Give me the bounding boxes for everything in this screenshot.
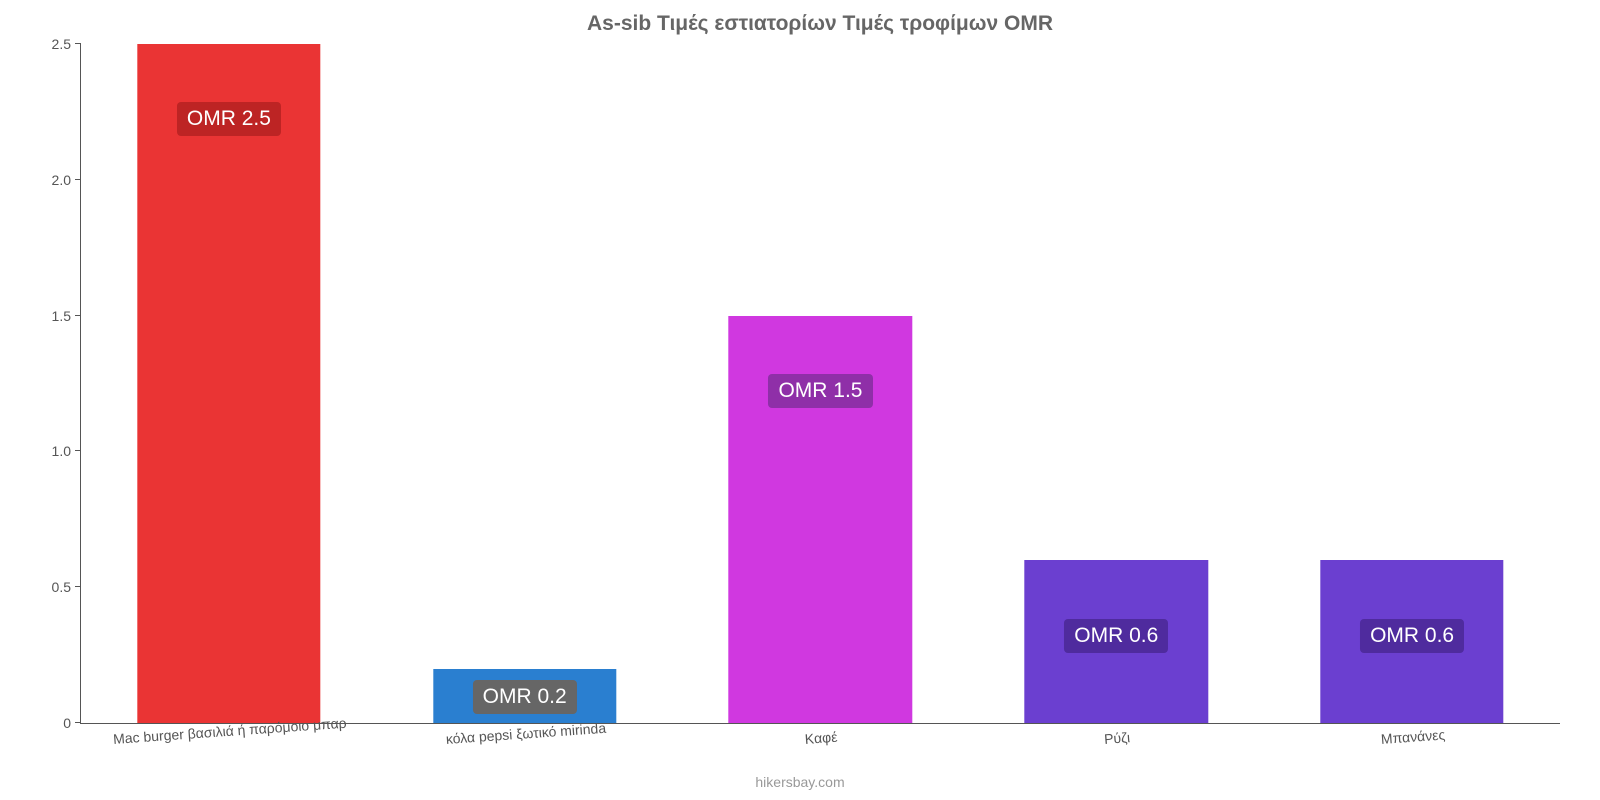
- value-badge: OMR 0.2: [473, 680, 577, 714]
- attribution-text: hikersbay.com: [0, 774, 1600, 790]
- y-tick-label: 0: [63, 715, 81, 731]
- bars-container: OMR 2.5Mac burger βασιλιά ή παρόμοιο μπα…: [81, 44, 1560, 723]
- plot-area: OMR 2.5Mac burger βασιλιά ή παρόμοιο μπα…: [80, 44, 1560, 724]
- price-bar-chart: As-sib Τιμές εστιατορίων Τιμές τροφίμων …: [0, 0, 1600, 800]
- x-axis-label: Καφέ: [804, 721, 838, 747]
- bar-slot: OMR 0.6Ρύζι: [968, 44, 1264, 723]
- value-badge: OMR 2.5: [177, 102, 281, 136]
- chart-title: As-sib Τιμές εστιατορίων Τιμές τροφίμων …: [80, 12, 1560, 36]
- bar: [137, 44, 320, 723]
- y-tick-label: 2.0: [52, 172, 81, 188]
- bar-slot: OMR 0.6Μπανάνες: [1264, 44, 1560, 723]
- y-tick-label: 0.5: [52, 579, 81, 595]
- y-tick-label: 1.0: [52, 443, 81, 459]
- bar-slot: OMR 1.5Καφέ: [673, 44, 969, 723]
- y-tick-label: 1.5: [52, 308, 81, 324]
- value-badge: OMR 0.6: [1360, 619, 1464, 653]
- value-badge: OMR 0.6: [1064, 619, 1168, 653]
- x-axis-label: Ρύζι: [1103, 721, 1131, 747]
- bar-slot: OMR 2.5Mac burger βασιλιά ή παρόμοιο μπα…: [81, 44, 377, 723]
- y-tick-label: 2.5: [52, 36, 81, 52]
- value-badge: OMR 1.5: [768, 374, 872, 408]
- bar-slot: OMR 0.2κόλα pepsi ξωτικό mirinda: [377, 44, 673, 723]
- x-axis-label: Μπανάνες: [1380, 719, 1446, 747]
